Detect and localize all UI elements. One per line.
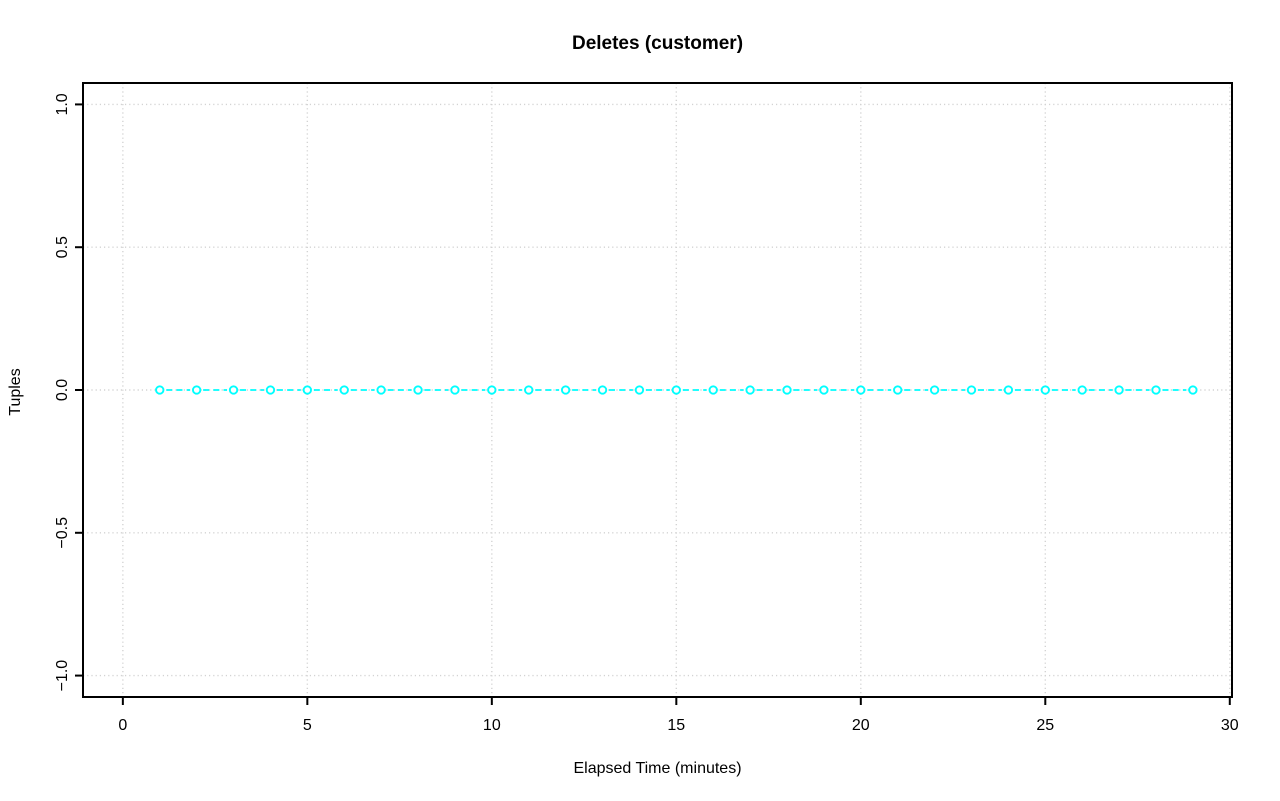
data-point [634, 385, 645, 395]
y-tick-label: 0.0 [54, 379, 71, 401]
data-point [856, 385, 866, 395]
x-tick-label: 5 [303, 717, 312, 734]
y-tick-label: −1.0 [54, 660, 71, 692]
data-point [302, 385, 312, 395]
x-tick-label: 15 [667, 717, 685, 734]
x-tick-label: 30 [1221, 717, 1239, 734]
data-point [1114, 385, 1124, 395]
data-point [560, 385, 571, 395]
data-point [745, 385, 755, 395]
data-point [487, 385, 497, 395]
data-point [413, 385, 423, 395]
y-tick-label: −0.5 [54, 517, 71, 549]
y-tick-label: 0.5 [54, 236, 71, 258]
data-point [450, 385, 460, 395]
x-tick-label: 10 [483, 717, 501, 734]
x-tick-label: 25 [1036, 717, 1054, 734]
x-axis-title: Elapsed Time (minutes) [573, 760, 742, 777]
plot-box [82, 82, 1233, 698]
data-point [929, 385, 940, 395]
chart-title: Deletes (customer) [571, 33, 744, 54]
data-point [1077, 385, 1087, 395]
data-point [819, 385, 829, 395]
data-point [1188, 385, 1198, 395]
data-point [228, 385, 239, 395]
data-point [671, 385, 681, 395]
data-point [155, 385, 165, 395]
data-point [265, 385, 276, 395]
data-point [1151, 385, 1161, 395]
data-point [893, 385, 903, 395]
data-point [524, 385, 534, 395]
data-point [708, 385, 718, 395]
data-point [339, 385, 349, 395]
y-axis-title: Tuples [7, 368, 24, 416]
data-point [782, 385, 792, 395]
x-tick-label: 0 [118, 717, 127, 734]
data-point [376, 385, 386, 395]
data-point [597, 385, 608, 395]
data-point [1040, 385, 1050, 395]
x-tick-label: 20 [852, 717, 870, 734]
data-point [966, 385, 977, 395]
y-tick-label: 1.0 [54, 93, 71, 115]
data-point [191, 385, 202, 395]
data-point [1003, 385, 1014, 395]
